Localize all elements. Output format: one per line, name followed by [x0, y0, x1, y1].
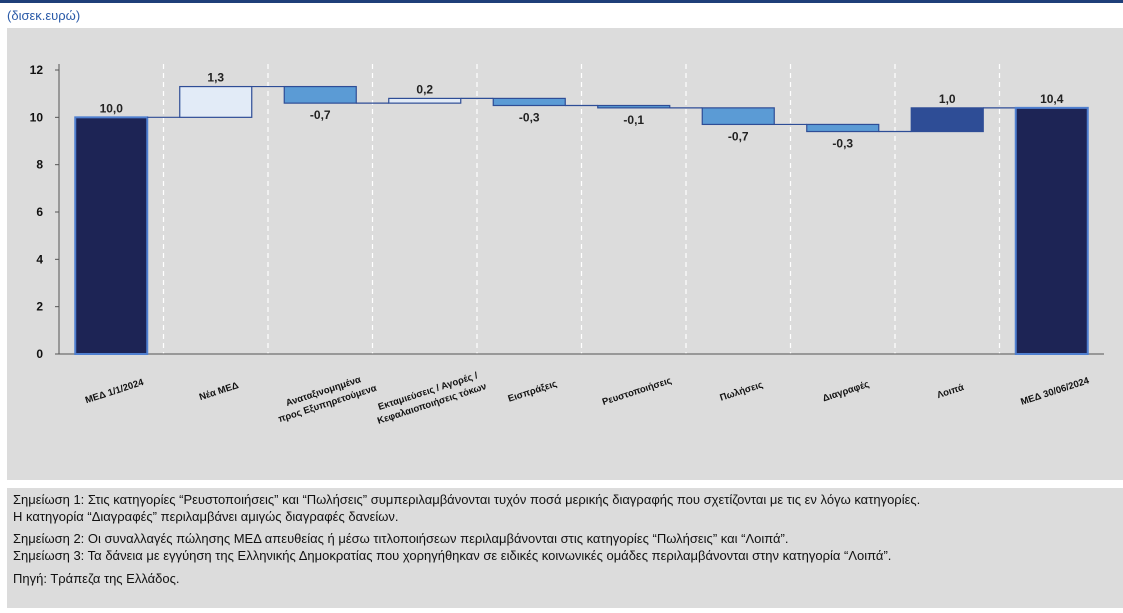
y-tick-label: 8: [36, 158, 43, 172]
category-label: ΜΕΔ 30/06/2024: [1019, 375, 1091, 408]
category-label-line: ΜΕΔ 1/1/2024: [84, 377, 146, 406]
source-line: Πηγή: Τράπεζα της Ελλάδος.: [13, 571, 180, 586]
bar: [74, 116, 149, 356]
data-label: -0,7: [310, 108, 331, 122]
category-label: ΜΕΔ 1/1/2024: [84, 377, 146, 406]
top-rule: [0, 0, 1123, 3]
bar: [1014, 106, 1089, 355]
data-label: 1,0: [939, 92, 956, 106]
data-label: 1,3: [207, 71, 224, 85]
data-label: -0,7: [728, 129, 749, 143]
note-1-line-2: Η κατηγορία “Διαγραφές” περιλαμβάνει αμι…: [13, 509, 399, 524]
data-label: -0,3: [519, 111, 540, 125]
bar: [388, 97, 462, 104]
y-tick-label: 2: [36, 300, 43, 314]
bar: [701, 107, 775, 126]
notes-panel: Σημείωση 1: Στις κατηγορίες “Ρευστοποιήσ…: [7, 488, 1123, 608]
waterfall-chart: 0 2 4 6 8 10 12 10,0 1,3 -0,7 0,2 -0,3 -0,1 -0,7 -0,3 1…: [30, 63, 1104, 427]
category-label: Διαγραφές: [821, 379, 870, 404]
category-label-line: Πωλήσεις: [719, 379, 765, 403]
data-label: -0,3: [832, 137, 853, 151]
category-label-line: Νέα ΜΕΔ: [198, 380, 240, 403]
category-label-line: Ρευστοποιήσεις: [601, 375, 673, 408]
category-label-line: Διαγραφές: [821, 379, 870, 404]
category-label: Εκταμιεύσεις / Αγορές /Κεφαλαιοποιήσεις …: [376, 370, 488, 427]
note-3: Σημείωση 3: Τα δάνεια με εγγύηση της Ελλ…: [13, 548, 892, 563]
category-label: Νέα ΜΕΔ: [198, 380, 240, 403]
data-label: 10,4: [1040, 92, 1064, 106]
category-label: Λοιπά: [936, 382, 966, 401]
category-label-line: Εισπράξεις: [507, 379, 559, 405]
unit-label: (δισεκ.ευρώ): [7, 8, 81, 23]
category-label-line: ΜΕΔ 30/06/2024: [1019, 375, 1091, 408]
y-tick-label: 6: [36, 205, 43, 219]
note-2: Σημείωση 2: Οι συναλλαγές πώλησης ΜΕΔ απ…: [13, 531, 789, 546]
bar: [597, 104, 671, 109]
data-label: 0,2: [416, 82, 433, 96]
bar: [492, 97, 566, 107]
bar: [806, 123, 880, 133]
y-tick-label: 10: [30, 110, 44, 124]
category-label: Ρευστοποιήσεις: [601, 375, 673, 408]
data-label: -0,1: [623, 113, 644, 127]
bar: [283, 85, 357, 104]
category-label-line: Λοιπά: [936, 382, 966, 401]
chart-area: 0 2 4 6 8 10 12 10,0 1,3 -0,7 0,2 -0,3 -0,1 -0,7 -0,3 1…: [7, 28, 1123, 480]
y-tick-label: 0: [36, 347, 43, 361]
bar: [910, 107, 984, 133]
note-1-line-1: Σημείωση 1: Στις κατηγορίες “Ρευστοποιήσ…: [13, 492, 921, 507]
y-tick-label: 12: [30, 63, 44, 77]
y-tick-label: 4: [36, 252, 43, 266]
category-label: Πωλήσεις: [719, 379, 765, 403]
data-label: 10,0: [100, 101, 124, 115]
category-label: Εισπράξεις: [507, 379, 559, 405]
bar: [179, 85, 253, 118]
